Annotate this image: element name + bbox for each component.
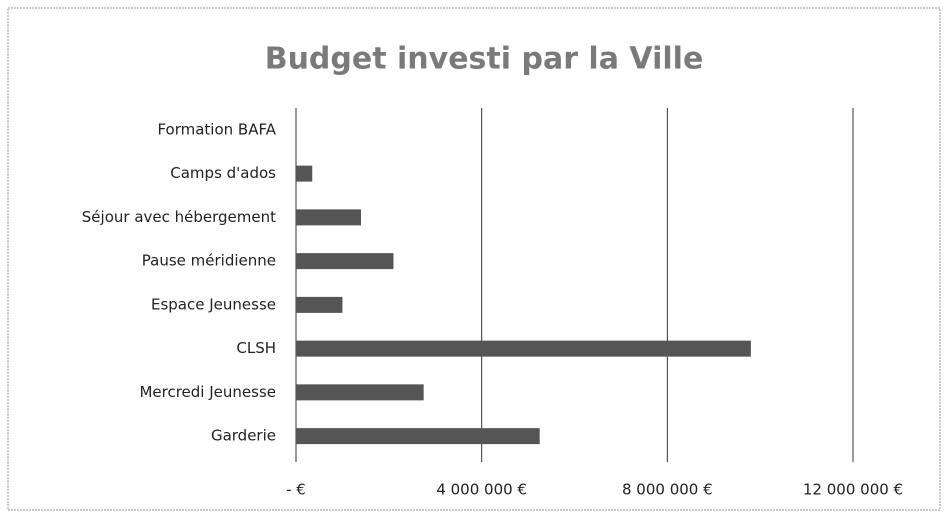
y-tick-label: CLSH [236, 339, 276, 357]
y-tick-label: Formation BAFA [157, 120, 276, 138]
y-tick-label: Camps d'ados [170, 164, 276, 182]
bar [296, 209, 361, 226]
chart-title: Budget investi par la Ville [265, 42, 704, 77]
bar [296, 340, 751, 357]
y-tick-label: Mercredi Jeunesse [139, 383, 276, 401]
bar [296, 165, 313, 182]
bar [296, 253, 394, 270]
bar [296, 296, 343, 313]
y-tick-label: Séjour avec hébergement [82, 208, 276, 226]
y-tick-label: Pause méridienne [142, 252, 276, 270]
bar [296, 384, 424, 401]
x-tick-label: - € [286, 481, 306, 499]
bar [296, 428, 540, 445]
x-tick-label: 12 000 000 € [803, 481, 903, 499]
y-tick-label: Garderie [211, 427, 276, 445]
x-tick-label: 8 000 000 € [622, 481, 713, 499]
y-tick-label: Espace Jeunesse [151, 295, 276, 313]
x-tick-label: 4 000 000 € [436, 481, 527, 499]
chart-frame [7, 7, 941, 511]
